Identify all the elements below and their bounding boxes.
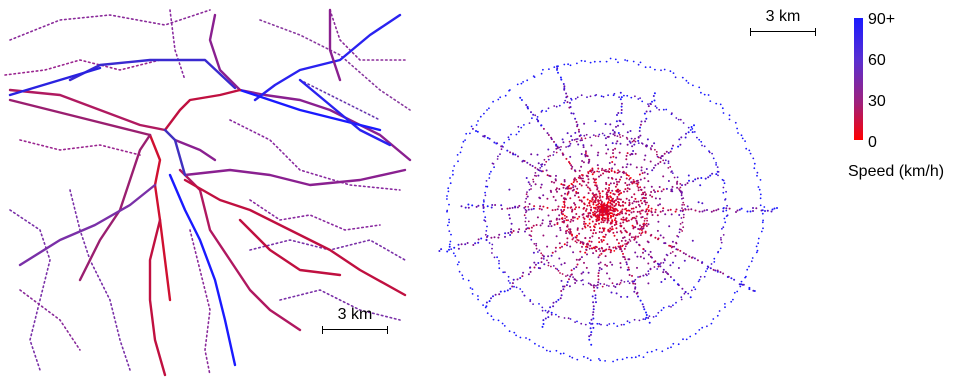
legend-tick-0: 0 <box>868 134 877 151</box>
right-scalebar: 3 km <box>750 8 816 36</box>
left-scalebar: 3 km <box>322 306 388 334</box>
legend-tick-30: 30 <box>868 93 886 110</box>
left-scalebar-line <box>322 326 388 334</box>
right-scalebar-label: 3 km <box>765 8 801 25</box>
left-speed-map: 3 km <box>4 8 412 377</box>
legend-title: Speed (km/h) <box>848 163 945 180</box>
speed-legend: 90+ 60 30 0 Speed (km/h) <box>848 12 977 186</box>
right-speed-map: 3 km <box>438 8 816 363</box>
gps-points <box>438 57 778 363</box>
legend-tick-max: 90+ <box>868 11 896 28</box>
left-scalebar-label: 3 km <box>337 306 373 323</box>
legend-tick-60: 60 <box>868 52 886 69</box>
speed-color-ramp <box>854 18 863 140</box>
right-scalebar-line <box>750 28 816 36</box>
